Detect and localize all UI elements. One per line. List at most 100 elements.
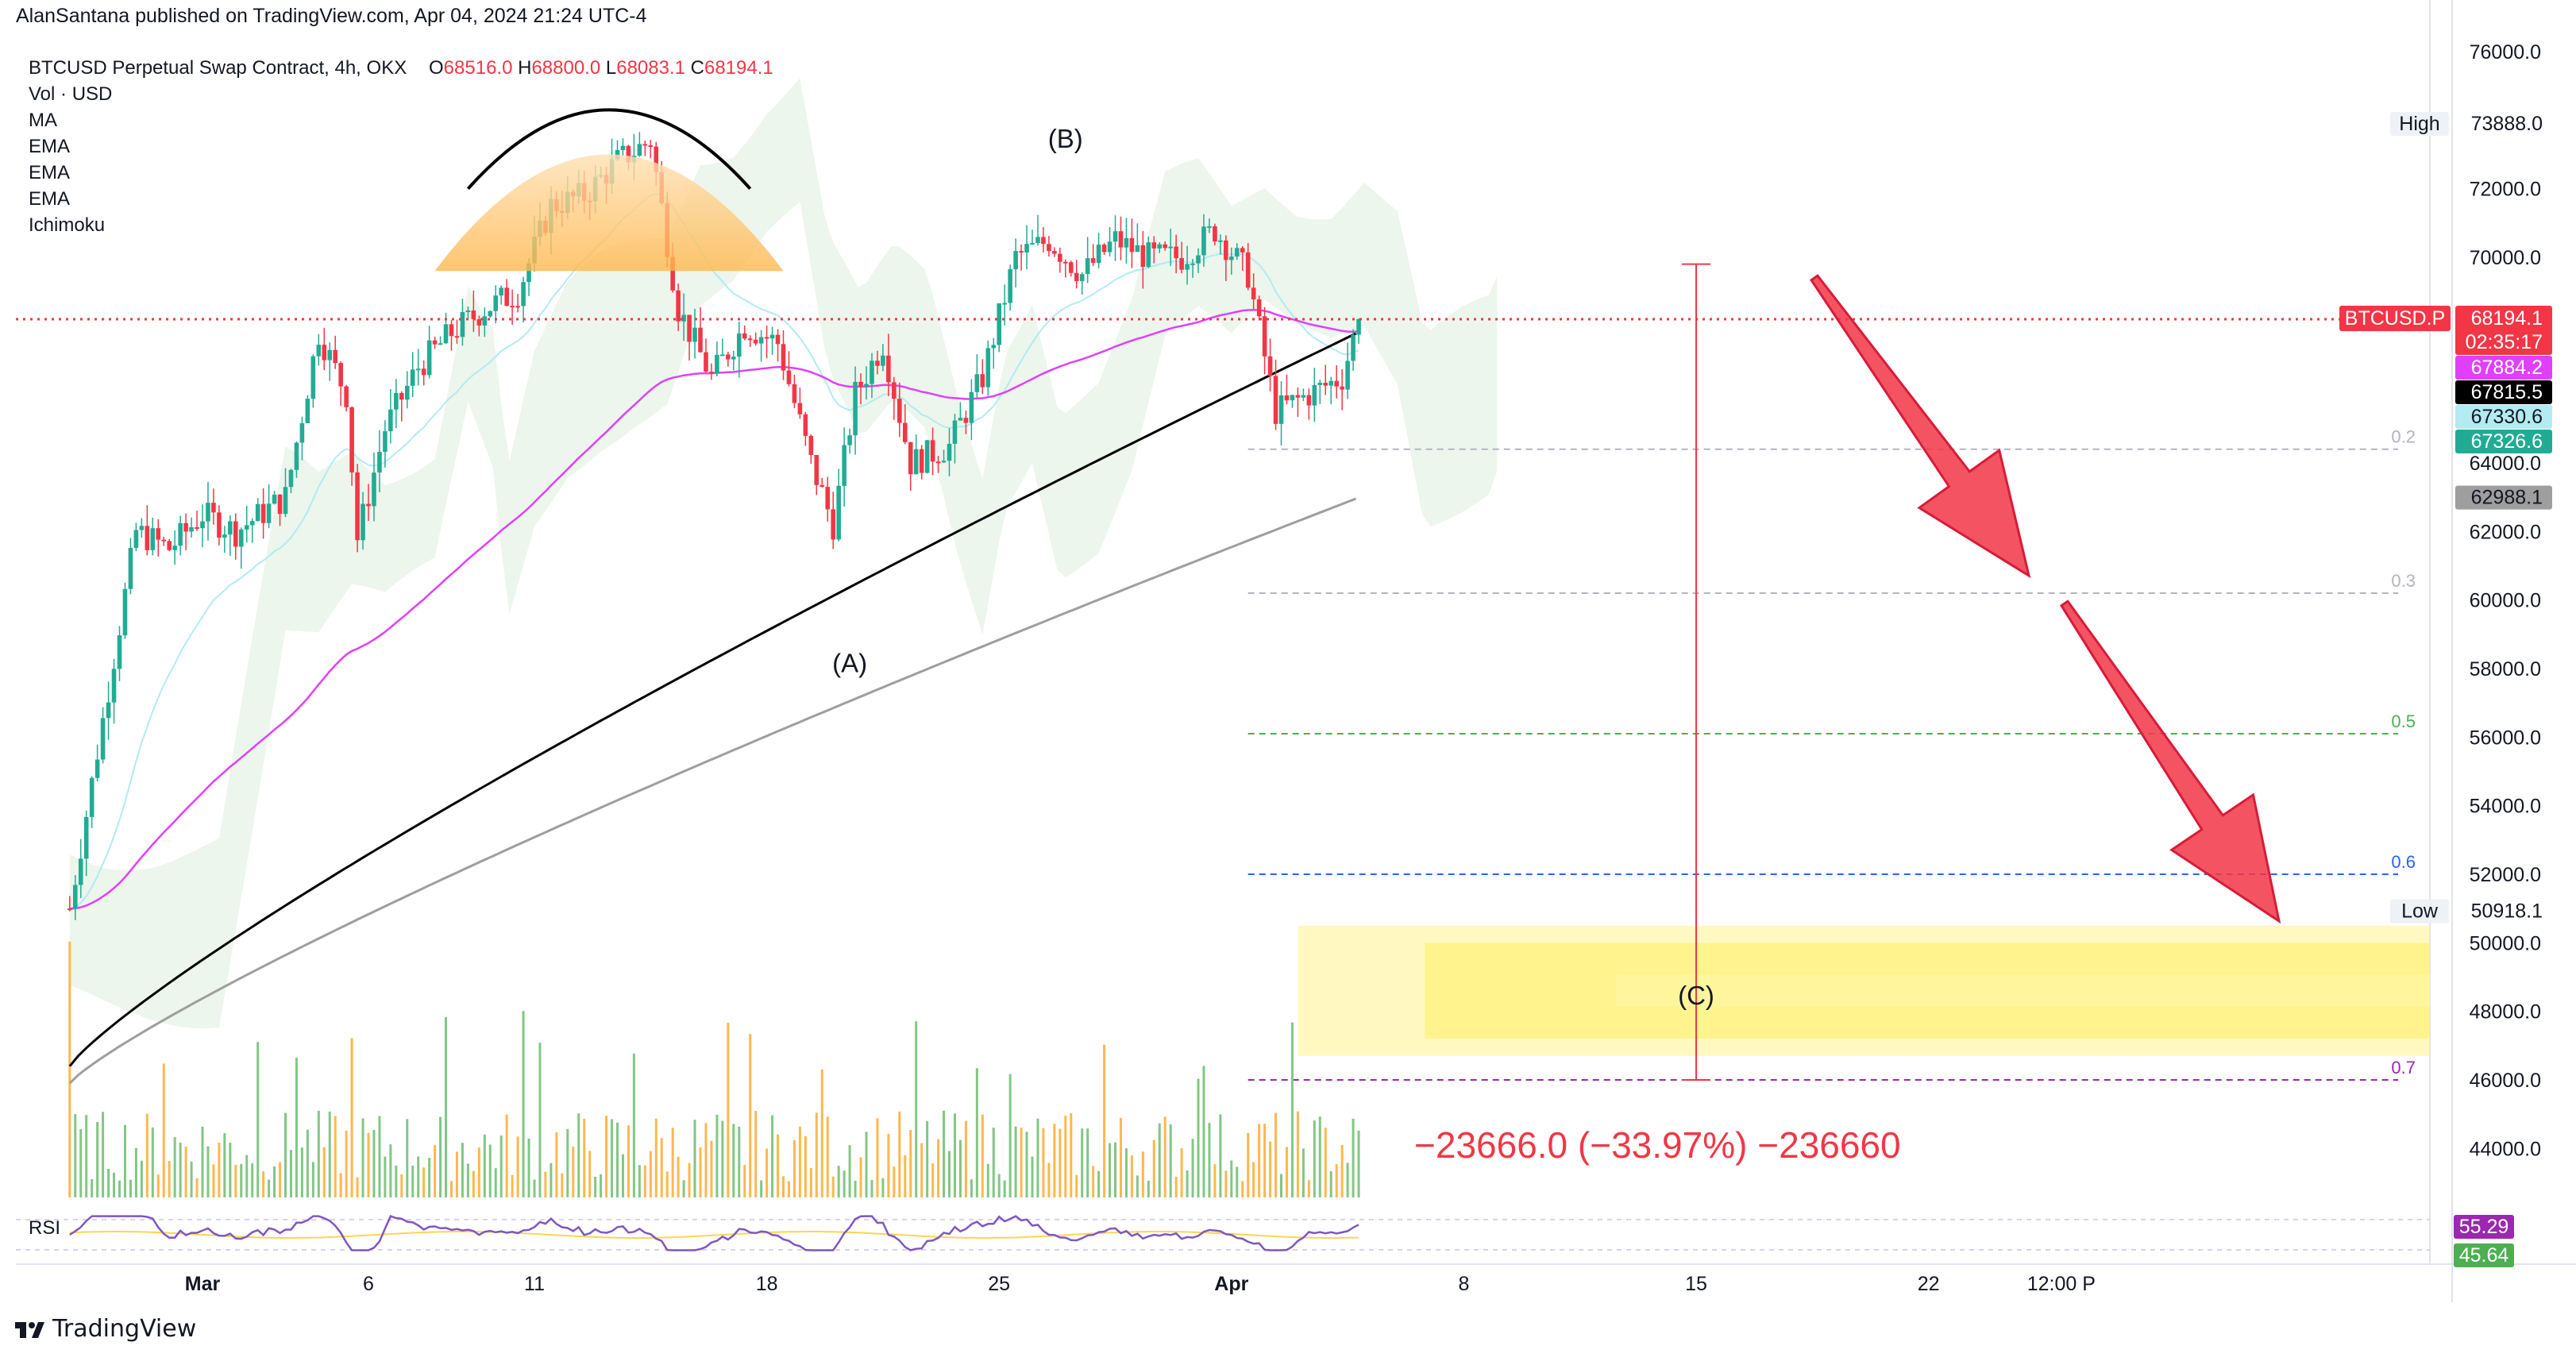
tradingview-brand[interactable]: TradingView xyxy=(14,1315,196,1343)
candle-body xyxy=(913,449,919,475)
candle-body xyxy=(720,354,725,357)
volume-bar xyxy=(1174,1176,1178,1197)
candle-body xyxy=(67,908,72,911)
candle-body xyxy=(1047,244,1051,252)
volume-bar xyxy=(1025,1132,1028,1197)
volume-bar xyxy=(1241,1181,1244,1197)
legend-indicator[interactable]: EMA xyxy=(29,136,70,157)
candle-body xyxy=(1068,262,1074,273)
volume-bar xyxy=(1202,1066,1205,1197)
target-zone-layer xyxy=(1298,925,2430,1056)
volume-bar xyxy=(859,1157,862,1197)
volume-bar xyxy=(533,1179,536,1197)
volume-bar xyxy=(815,1112,818,1197)
time-axis-label: 18 xyxy=(756,1273,778,1295)
legend-indicator[interactable]: MA xyxy=(29,110,57,131)
candle-body xyxy=(1334,380,1339,387)
volume-bar xyxy=(1158,1123,1161,1197)
candle-body xyxy=(1201,226,1206,256)
candle-body xyxy=(1251,287,1256,300)
candle-body xyxy=(1207,226,1212,228)
volume-bar xyxy=(1346,1162,1349,1197)
symbol-tag xyxy=(2339,305,2451,331)
candle-body xyxy=(1229,256,1234,260)
volume-bar xyxy=(943,1110,946,1197)
candle-body xyxy=(172,546,177,550)
volume-bar xyxy=(195,1178,199,1197)
candle-body xyxy=(1052,251,1057,254)
legend-indicator[interactable]: EMA xyxy=(29,162,70,183)
candle-body xyxy=(100,718,106,760)
volume-bar xyxy=(638,1165,641,1197)
candle-body xyxy=(808,435,814,455)
volume-bar xyxy=(483,1134,486,1197)
volume-bar xyxy=(273,1166,276,1197)
volume-bar xyxy=(361,1118,364,1197)
symbol-tag-label: BTCUSD.P xyxy=(2345,307,2445,330)
volume-bar xyxy=(439,1116,442,1197)
candle-body xyxy=(488,310,493,317)
volume-bar xyxy=(699,1147,702,1197)
tradingview-logo-icon xyxy=(15,1321,44,1338)
volume-bar xyxy=(600,1174,603,1197)
candle-body xyxy=(1174,246,1178,259)
candle-body xyxy=(974,374,980,392)
candle-body xyxy=(72,885,78,909)
volume-bar xyxy=(345,1131,348,1197)
price-axis-label: 58000.0 xyxy=(2470,658,2541,680)
volume-bar xyxy=(1296,1111,1299,1197)
volume-bar xyxy=(406,1119,409,1197)
candle-body xyxy=(128,548,133,589)
candle-body xyxy=(510,306,515,308)
rounded-top-pattern xyxy=(434,108,784,272)
candle-body xyxy=(1340,386,1344,390)
candle-body xyxy=(493,295,499,311)
volume-bar xyxy=(1208,1123,1211,1197)
price-tag-label-bg xyxy=(2390,899,2449,923)
candle-body xyxy=(454,336,460,338)
candle-body xyxy=(919,449,924,473)
candle-body xyxy=(709,372,714,374)
ema-mid-line xyxy=(69,308,1359,910)
candle-body xyxy=(736,333,742,357)
volume-bar xyxy=(1180,1148,1183,1197)
candle-body xyxy=(322,345,327,360)
candle-body xyxy=(997,303,1001,345)
volume-bar xyxy=(831,1176,835,1197)
price-axis-label: 60000.0 xyxy=(2470,590,2541,612)
volume-bar xyxy=(1097,1170,1101,1197)
time-axis-label: Apr xyxy=(1214,1273,1248,1295)
legend-indicator[interactable]: Ichimoku xyxy=(29,214,105,236)
candle-body xyxy=(985,348,991,387)
candle-body xyxy=(421,368,426,376)
candle-body xyxy=(1107,241,1113,253)
candle-body xyxy=(1013,251,1018,270)
volume-bar xyxy=(975,1068,978,1197)
volume-bar xyxy=(488,1144,492,1197)
candle-body xyxy=(89,777,94,817)
candle-body xyxy=(1063,261,1068,264)
candle-body xyxy=(238,529,244,547)
legend-indicator[interactable]: EMA xyxy=(29,188,70,210)
volume-bar xyxy=(1130,1155,1133,1197)
volume-bar xyxy=(876,1118,879,1197)
volume-bar xyxy=(1301,1148,1305,1197)
volume-bar xyxy=(1152,1139,1155,1197)
volume-bar xyxy=(958,1139,962,1197)
rsi-title: RSI xyxy=(29,1217,60,1239)
volume-bar xyxy=(1109,1143,1112,1197)
volume-bar xyxy=(79,1128,83,1197)
legend-symbol[interactable]: BTCUSD Perpetual Swap Contract, 4h, OKX xyxy=(29,57,407,79)
candle-body xyxy=(1196,255,1201,264)
candle-body xyxy=(438,343,443,345)
volume-bar xyxy=(102,1112,105,1197)
legend-indicator[interactable]: Vol · USD xyxy=(29,83,112,105)
volume-bar xyxy=(289,1150,292,1197)
candle-body xyxy=(272,494,277,504)
volume-bar xyxy=(538,1043,542,1197)
volume-bar xyxy=(627,1125,630,1197)
volume-bar xyxy=(251,1162,254,1197)
candle-body xyxy=(747,338,753,341)
volume-bar xyxy=(732,1124,735,1197)
